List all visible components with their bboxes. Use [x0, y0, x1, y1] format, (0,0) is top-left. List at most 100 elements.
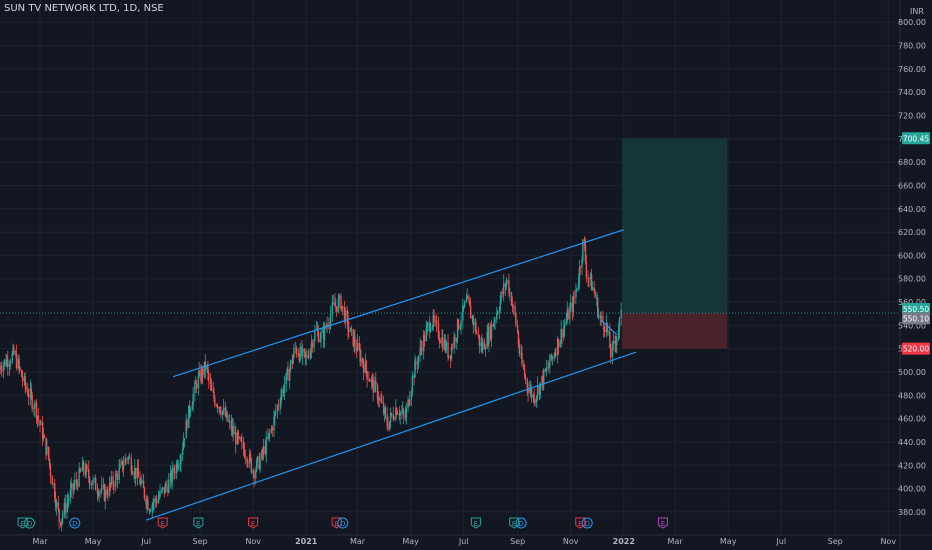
candle — [21, 369, 23, 378]
candle — [450, 343, 453, 362]
candle-body — [362, 358, 364, 365]
candle-body — [587, 277, 589, 279]
candle — [469, 301, 471, 307]
candle-body — [371, 378, 374, 379]
candle-body — [127, 458, 129, 460]
earnings-event-icon[interactable]: E — [575, 517, 586, 529]
candle-body — [518, 344, 521, 354]
candle-body — [410, 391, 413, 399]
candle-body — [78, 468, 80, 487]
candle-body — [596, 297, 598, 299]
earnings-event-icon[interactable]: E — [248, 517, 259, 529]
candle — [167, 479, 169, 497]
candle — [262, 438, 265, 461]
dividend-event-icon[interactable]: D — [24, 517, 36, 529]
candle — [27, 382, 29, 397]
candle — [404, 405, 407, 422]
candle — [148, 508, 151, 515]
earnings-event-icon[interactable]: E — [509, 517, 520, 529]
candle-body — [337, 299, 340, 312]
candle-body — [114, 474, 117, 487]
candle — [29, 379, 32, 406]
candle-body — [563, 327, 565, 338]
candle — [69, 480, 72, 504]
candle-body — [291, 360, 293, 364]
time-tick-label: May — [85, 537, 102, 546]
candle — [6, 354, 8, 368]
candle-body — [438, 337, 441, 341]
earnings-event-icon[interactable]: E — [193, 517, 204, 529]
channel-lower-line[interactable] — [145, 351, 637, 521]
candle — [137, 458, 140, 478]
candle — [264, 439, 267, 457]
candle-body — [347, 315, 349, 331]
candle — [536, 376, 539, 402]
candle — [152, 498, 154, 514]
candle — [19, 365, 21, 373]
candle — [189, 407, 192, 417]
event-badge-shape — [157, 517, 168, 529]
time-axis[interactable]: Mar May Jul Sep Nov 2021 Mar May Jul Sep Nov 2022 Ma… — [32, 537, 932, 546]
time-tick-label: Mar — [32, 537, 48, 546]
candle — [234, 422, 236, 435]
candle — [1, 361, 3, 377]
candle — [31, 391, 33, 413]
candle-body — [128, 457, 130, 460]
candle-body — [322, 330, 325, 341]
candle — [88, 475, 91, 490]
candle-body — [37, 415, 39, 421]
dividend-event-icon[interactable]: D — [337, 517, 349, 529]
short-trend-line[interactable] — [599, 319, 618, 336]
price-axis[interactable]: INR 800.00780.00760.00740.00720.00700.00… — [898, 7, 926, 517]
candle — [241, 433, 243, 450]
time-tick-label: Mar — [350, 537, 366, 546]
candle — [231, 417, 233, 438]
dividend-event-icon[interactable]: D — [69, 517, 81, 529]
candle-body — [27, 389, 29, 396]
candle-body — [247, 462, 249, 464]
candle-body — [119, 463, 121, 468]
candle-body — [358, 343, 360, 349]
candle — [399, 410, 401, 425]
price-tick-label: 760.00 — [898, 65, 926, 74]
event-badge-shape — [17, 517, 28, 529]
price-tick-label: 780.00 — [898, 42, 926, 51]
candle — [482, 338, 484, 354]
candle — [541, 375, 543, 390]
earnings-event-icon[interactable]: E — [157, 517, 168, 529]
trend-lines[interactable] — [145, 229, 637, 521]
candle-body — [297, 354, 300, 356]
candle — [526, 377, 528, 396]
candle-body — [6, 359, 8, 366]
candle-body — [85, 465, 87, 475]
candle — [510, 291, 513, 307]
candle-body — [582, 239, 584, 261]
candle-body — [490, 324, 493, 339]
candle-body — [381, 401, 383, 404]
candle-body — [298, 355, 300, 361]
earnings-event-icon[interactable]: E — [17, 517, 28, 529]
candle-body — [422, 335, 425, 352]
event-badge-shape — [575, 517, 586, 529]
candle — [283, 375, 286, 400]
candle-body — [551, 356, 554, 360]
candle — [505, 276, 508, 291]
candle-body — [435, 320, 437, 322]
candle-body — [520, 352, 522, 354]
candle-body — [289, 360, 292, 369]
candle-body — [555, 353, 557, 355]
candle-body — [398, 414, 401, 416]
candle-body — [609, 331, 611, 348]
earnings-event-icon[interactable]: E — [657, 517, 668, 529]
dividend-event-icon[interactable]: D — [515, 517, 527, 529]
dividend-event-icon[interactable]: D — [581, 517, 593, 529]
earnings-event-icon[interactable]: E — [470, 517, 481, 529]
candle-body — [61, 513, 64, 520]
candle — [45, 437, 47, 460]
candle-body — [395, 408, 397, 420]
candle — [163, 487, 166, 498]
channel-upper-line[interactable] — [172, 229, 624, 378]
